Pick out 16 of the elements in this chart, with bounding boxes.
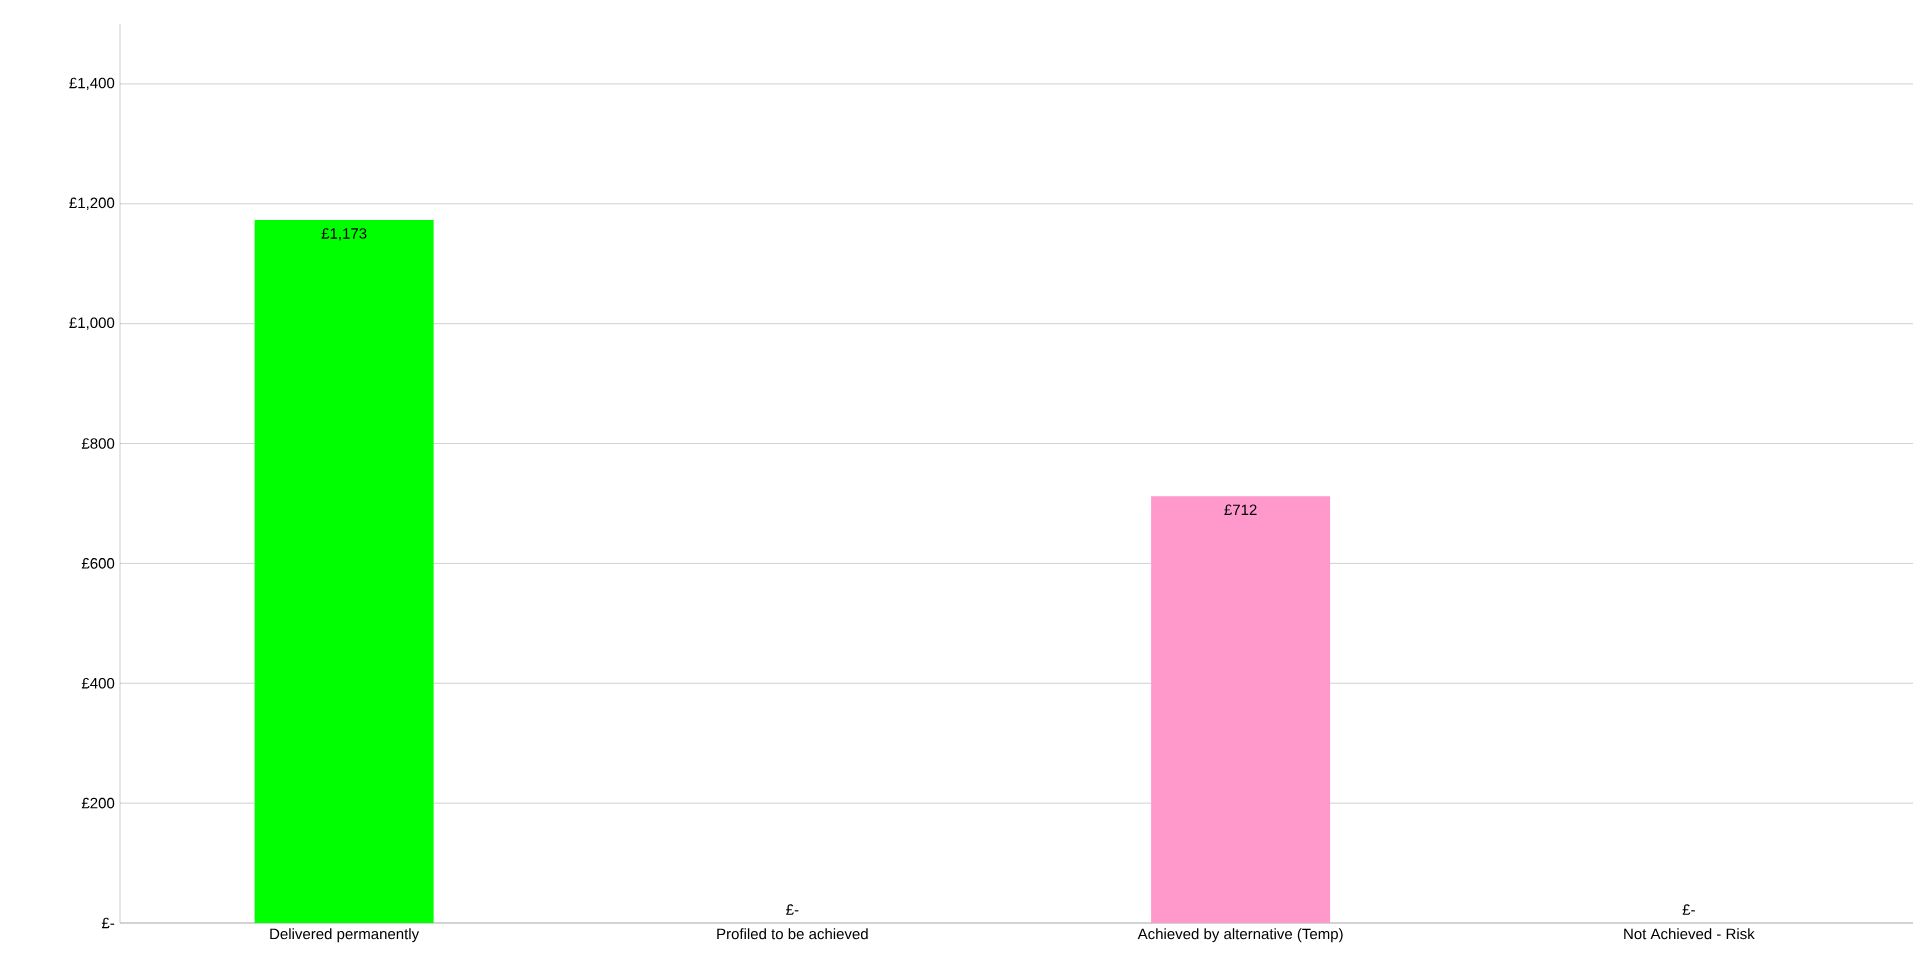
x-tick-label: Not Achieved - Risk — [1624, 928, 1755, 940]
x-tick-label: Delivered permanently — [270, 928, 420, 943]
y-tick-label: £- — [101, 917, 115, 929]
y-tick-label: £800 — [81, 438, 115, 449]
data-label: £1,173 — [321, 228, 367, 241]
data-label: £- — [1682, 904, 1695, 915]
y-tick-label: £1,200 — [69, 197, 115, 210]
data-label: £- — [786, 904, 799, 915]
y-tick-label: £600 — [81, 558, 115, 569]
y-tick-label: £1,000 — [69, 317, 115, 330]
x-tick-label: Profiled to be achieved — [717, 928, 868, 940]
data-label: £712 — [1224, 504, 1257, 515]
y-tick-label: £200 — [81, 797, 115, 809]
y-tick-label: £1,400 — [69, 77, 115, 91]
y-tick-label: £400 — [81, 677, 115, 689]
x-tick-label: Achieved by alternative (Temp) — [1137, 928, 1343, 943]
